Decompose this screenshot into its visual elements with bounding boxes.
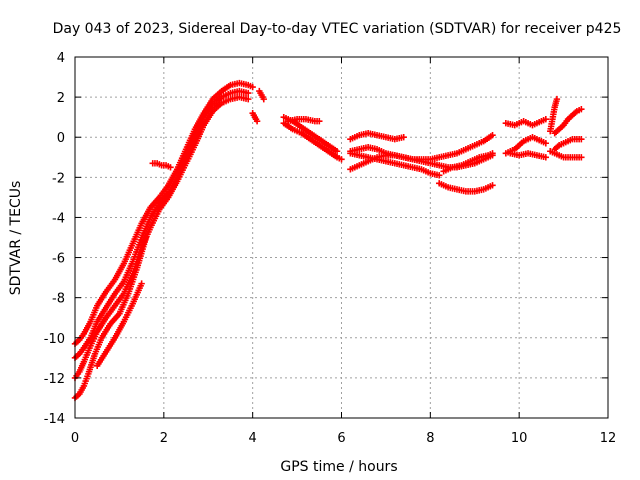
x-tick-label: 0 xyxy=(71,431,79,446)
series-track-v xyxy=(551,105,585,137)
y-tick-label: -12 xyxy=(44,372,65,387)
series-track-d xyxy=(71,234,150,402)
series-track-s xyxy=(502,134,550,157)
series-track-x xyxy=(547,148,585,161)
data-point xyxy=(436,172,443,179)
series-track-r xyxy=(502,115,550,129)
data-point xyxy=(542,140,550,147)
series-track-a xyxy=(71,79,256,347)
series-track-n xyxy=(347,132,496,173)
series-track-w xyxy=(551,136,585,153)
y-tick-label: -14 xyxy=(44,412,65,427)
data-point xyxy=(400,134,407,141)
data-point xyxy=(578,154,585,161)
data-point xyxy=(245,89,252,97)
data-point xyxy=(489,182,496,189)
y-tick-label: -10 xyxy=(44,332,65,347)
series-track-f xyxy=(149,160,174,171)
y-tick-label: 4 xyxy=(57,51,65,66)
series-track-q xyxy=(440,150,496,175)
data-point xyxy=(333,148,341,155)
series-track-i xyxy=(280,119,345,163)
data-point xyxy=(167,164,174,171)
x-tick-label: 10 xyxy=(511,431,528,446)
series-track-e xyxy=(94,280,145,370)
chart-title: Day 043 of 2023, Sidereal Day-to-day VTE… xyxy=(53,21,622,37)
data-point xyxy=(542,154,550,161)
axis-ticks: 0 2 4 6 8 10 12 -14 -12 -10 -8 -6 -4 -2 0 2 4 xyxy=(44,51,617,446)
y-axis-label: SDTVAR / TECUs xyxy=(8,181,24,296)
data-point xyxy=(338,156,345,163)
data-marks xyxy=(71,79,585,402)
y-tick-label: -6 xyxy=(52,252,65,267)
x-tick-label: 2 xyxy=(160,431,168,446)
y-tick-label: -8 xyxy=(52,292,65,307)
series-track-b xyxy=(71,87,252,362)
data-point xyxy=(542,115,550,123)
series-track-g xyxy=(256,87,267,103)
data-point xyxy=(138,280,145,287)
x-tick-label: 8 xyxy=(426,431,434,446)
data-point xyxy=(260,95,267,103)
data-point xyxy=(578,136,585,143)
y-tick-label: 2 xyxy=(57,91,65,106)
data-point xyxy=(249,83,256,91)
data-point xyxy=(553,95,561,103)
y-tick-label: -2 xyxy=(52,171,65,186)
series-track-l xyxy=(347,130,407,143)
data-point xyxy=(316,117,323,125)
series-track-p xyxy=(436,180,496,195)
data-point xyxy=(489,132,496,139)
y-tick-label: -4 xyxy=(52,211,65,226)
y-tick-label: 0 xyxy=(57,131,65,146)
data-point xyxy=(253,117,261,125)
x-axis-label: GPS time / hours xyxy=(280,459,397,475)
x-tick-label: 12 xyxy=(600,431,617,446)
data-point xyxy=(142,234,150,241)
series-track-u xyxy=(547,95,561,135)
x-tick-label: 4 xyxy=(249,431,257,446)
series-track-o xyxy=(347,150,443,179)
x-tick-label: 6 xyxy=(337,431,345,446)
data-point xyxy=(578,105,585,113)
data-point xyxy=(245,95,252,103)
data-point xyxy=(489,150,496,157)
series-track-k xyxy=(285,115,323,125)
series-track-t xyxy=(507,150,550,161)
grid-layer xyxy=(75,57,608,418)
series-track-h xyxy=(249,109,261,125)
